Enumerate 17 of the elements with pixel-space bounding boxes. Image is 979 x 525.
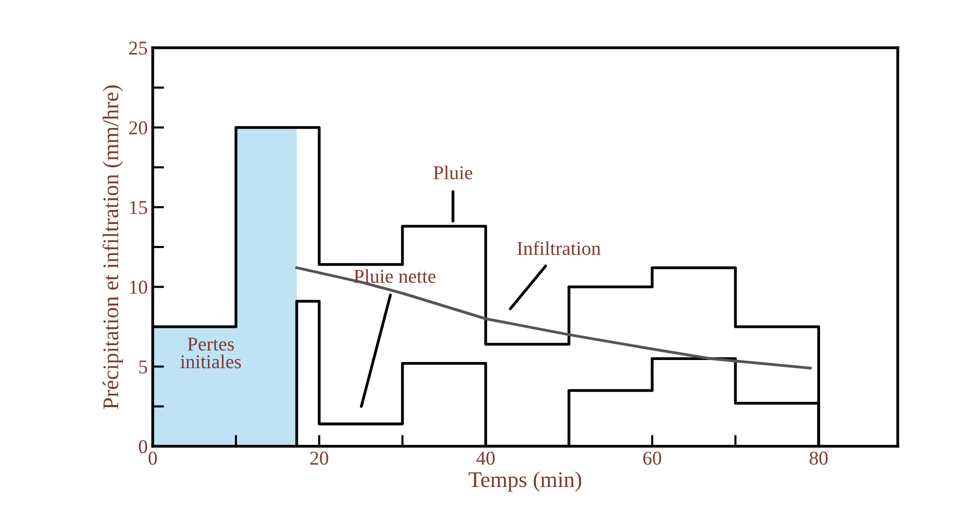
annotation: Pertes initiales bbox=[180, 338, 241, 368]
y-tick-label: 20 bbox=[129, 121, 148, 134]
x-tick-label: 20 bbox=[310, 452, 328, 465]
x-axis-title: Temps (min) bbox=[468, 472, 582, 492]
annotation: Pluie nette bbox=[354, 269, 436, 283]
y-tick-label: 5 bbox=[139, 360, 148, 374]
y-tick-label: 10 bbox=[130, 280, 148, 294]
x-tick-label: 40 bbox=[476, 452, 495, 465]
annotation: Pluie bbox=[434, 166, 472, 180]
x-tick-label: 0 bbox=[148, 452, 157, 465]
x-tick-label: 60 bbox=[643, 452, 662, 465]
y-tick-label: 25 bbox=[129, 42, 148, 55]
annotation: Infiltration bbox=[517, 241, 601, 256]
x-tick-label: 80 bbox=[810, 452, 828, 465]
y-tick-label: 0 bbox=[138, 440, 148, 454]
y-tick-label: 15 bbox=[130, 201, 148, 214]
y-axis-title: Précipitation et infiltration (mm/hre) bbox=[102, 85, 123, 409]
